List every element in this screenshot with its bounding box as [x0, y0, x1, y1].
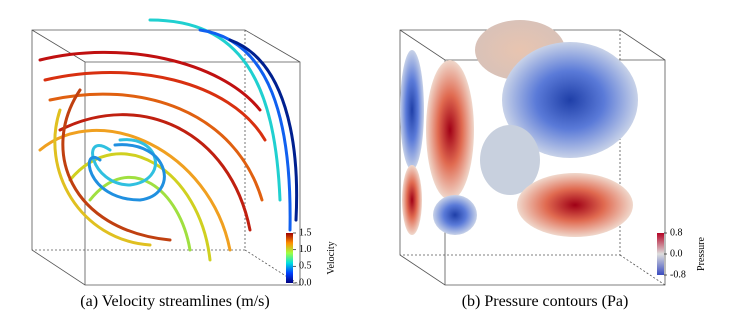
colorbar-tick-label: 0.0	[670, 248, 683, 259]
caption: (b) Pressure contours (Pa)	[462, 293, 629, 310]
colorbar-tick-label: 1.0	[299, 244, 312, 255]
colorbar-title: Pressure	[696, 237, 707, 271]
colorbar-ticks: 1.5 1.0 0.5 0.0	[293, 227, 312, 288]
velocity-render	[31, 18, 301, 286]
pressure-render	[399, 20, 666, 286]
colorbar	[286, 233, 293, 283]
colorbar-tick-label: 0.5	[299, 261, 312, 272]
colorbar	[657, 233, 664, 275]
colorbar-title: Velocity	[326, 241, 337, 274]
caption: (a) Velocity streamlines (m/s)	[80, 293, 269, 310]
colorbar-tick-label: 1.5	[299, 227, 312, 238]
colorbar-ticks: 0.8 0.0 -0.8	[664, 227, 686, 280]
colorbar-tick-label: 0.8	[670, 227, 683, 238]
colorbar-tick-label: 0.0	[299, 277, 312, 288]
colorbar-tick-label: -0.8	[670, 269, 686, 280]
